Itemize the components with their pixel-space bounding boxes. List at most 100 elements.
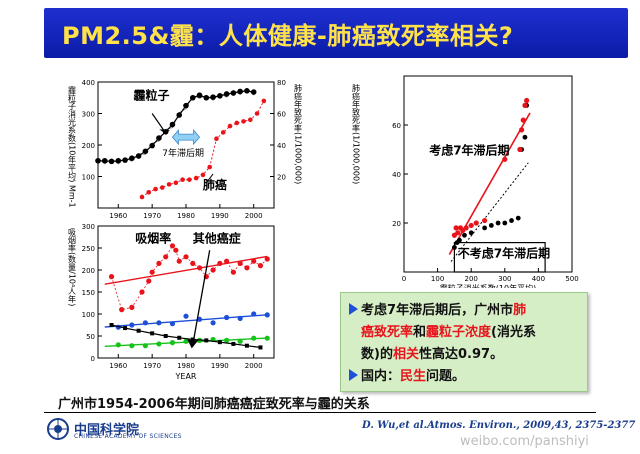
- y-tick-label-left: 100: [82, 174, 95, 182]
- page-title: PM2.5&霾：人体健康-肺癌致死率相关?: [62, 22, 514, 50]
- y-tick-label-left: 300: [82, 111, 95, 119]
- data-point-lag: [455, 230, 461, 236]
- data-point-lag: [502, 156, 508, 162]
- x-axis-label: 霾粒子消光系数(10年平均): [440, 283, 536, 288]
- x-tick-label: 1970: [143, 212, 161, 220]
- data-point-lag: [524, 97, 530, 104]
- panel-right: 0 100 200 300 400 500 20 40 60 霾粒子消光系数(10年平均) 肺癌年致…: [352, 75, 579, 288]
- data-point-series-0: [139, 289, 145, 295]
- cas-subtitle: CHINESE ACADEMY OF SCIENCES: [74, 433, 182, 440]
- data-point-haze: [237, 88, 243, 95]
- note-text-0: 癌致死率: [361, 325, 414, 340]
- data-point-no-lag: [495, 220, 501, 226]
- data-point-no-lag: [522, 134, 528, 140]
- data-point-lung-cancer: [187, 177, 192, 182]
- data-point-other-cancer: [190, 337, 195, 342]
- data-point-haze: [189, 94, 196, 101]
- data-point-series-0: [251, 258, 257, 264]
- data-point-lag: [519, 127, 525, 133]
- y-tick-label: 0: [91, 355, 95, 363]
- data-point-no-lag: [457, 237, 462, 243]
- data-point-series-0: [224, 258, 230, 264]
- note-text-4: 。: [490, 347, 504, 362]
- cas-logo-icon: [47, 418, 69, 440]
- citation: D. Wu,et al.Atmos. Environ., 2009,43, 23…: [362, 420, 636, 431]
- note-text-1: 民生: [400, 369, 427, 384]
- data-point-series-2: [264, 335, 270, 341]
- y-axis-label-left: 霾粒子消光系数(10年平均) Mm-1: [68, 86, 77, 208]
- trend-line-lag: [448, 112, 531, 255]
- annotation-arrow-lung: [205, 173, 214, 184]
- data-point-no-lag: [488, 223, 494, 228]
- data-point-series-0: [108, 274, 115, 280]
- data-point-haze: [223, 91, 230, 97]
- data-point-haze: [95, 157, 101, 164]
- data-point-lung-cancer: [193, 175, 199, 181]
- data-point-series-0: [176, 258, 182, 264]
- data-point-series-2: [115, 342, 121, 348]
- data-point-haze: [135, 153, 142, 159]
- annotation-other-cancer: 其他癌症: [193, 231, 241, 246]
- plot-frame: [97, 81, 275, 209]
- data-point-haze: [244, 88, 250, 94]
- data-point-lag: [468, 222, 474, 229]
- data-point-series-1: [142, 320, 148, 326]
- data-point-lag: [463, 225, 469, 231]
- data-point-haze: [101, 157, 108, 164]
- annotation-lung-cancer: 肺癌: [203, 177, 227, 192]
- y-tick-label-right: 60: [277, 111, 286, 119]
- data-point-other-cancer: [217, 340, 222, 345]
- data-point-series-1: [196, 316, 203, 322]
- series-line-other-cancer: [111, 324, 261, 348]
- annotation-arrow-other: [192, 250, 211, 345]
- data-point-lung-cancer: [261, 98, 267, 104]
- chart-correlation: 0 100 200 300 400 500 20 40 60 霾粒子消光系数(10年平均) 肺癌年致…: [352, 75, 579, 288]
- x-tick-label: 0: [402, 275, 406, 283]
- note-text-3: (消光系: [491, 325, 536, 340]
- title-bar: PM2.5&霾：人体健康-肺癌致死率相关?: [44, 8, 628, 58]
- note-text-2: 问题。: [426, 369, 466, 384]
- data-point-other-cancer: [244, 343, 249, 348]
- bullet-arrow-icon: [349, 369, 358, 381]
- y-tick-label: 50: [86, 333, 95, 341]
- x-tick-label: 1980: [177, 362, 195, 370]
- note-text-1: 7: [387, 303, 397, 318]
- y-tick-label: 40: [392, 171, 401, 179]
- data-point-series-0: [264, 256, 270, 262]
- x-tick-label: 2000: [245, 212, 263, 220]
- note-line-1: 考虑7年滞后期后，广州市肺: [349, 299, 526, 318]
- data-point-lung-cancer: [207, 164, 212, 170]
- note-text-1: 和: [413, 325, 427, 340]
- data-point-no-lag: [482, 225, 488, 231]
- arrow-head-icon: [187, 339, 199, 349]
- data-point-other-cancer: [204, 338, 209, 343]
- data-point-series-2: [129, 343, 135, 349]
- data-point-lung-cancer: [254, 111, 260, 116]
- watermark: weibo.com/panshiyi: [460, 434, 589, 449]
- data-point-series-0: [217, 260, 223, 266]
- y-tick-label-right: 80: [277, 79, 286, 87]
- data-point-lag: [520, 117, 526, 123]
- panel-bottom: 1960 1970 1980 1990 2000 0 50 100 150 200 250 300 YE…: [68, 223, 275, 381]
- trend-line-no-lag: [450, 162, 529, 262]
- x-axis-label: YEAR: [175, 372, 197, 381]
- data-point-no-lag: [509, 218, 514, 223]
- data-point-series-1: [210, 320, 216, 326]
- data-point-other-cancer: [177, 335, 182, 340]
- note-text-0: 数)的: [361, 347, 393, 362]
- data-point-lag: [522, 102, 528, 108]
- y-tick-label-right: 40: [277, 142, 286, 150]
- data-point-series-1: [183, 313, 189, 319]
- note-text-0: 国内：: [361, 369, 401, 384]
- annotation-haze: 霾粒子: [134, 87, 170, 102]
- figure-caption: 广州市1954-2006年期间肺癌癌症致死率与霾的关系: [58, 397, 370, 412]
- y-tick-label-left: 200: [82, 142, 95, 150]
- data-point-other-cancer: [150, 331, 155, 336]
- data-point-series-0: [257, 263, 264, 269]
- data-point-series-0: [146, 278, 152, 284]
- data-point-no-lag: [462, 232, 467, 238]
- x-tick-label: 2000: [245, 362, 263, 370]
- data-point-lag: [517, 146, 523, 153]
- data-point-haze: [115, 157, 122, 164]
- data-point-haze: [122, 157, 128, 163]
